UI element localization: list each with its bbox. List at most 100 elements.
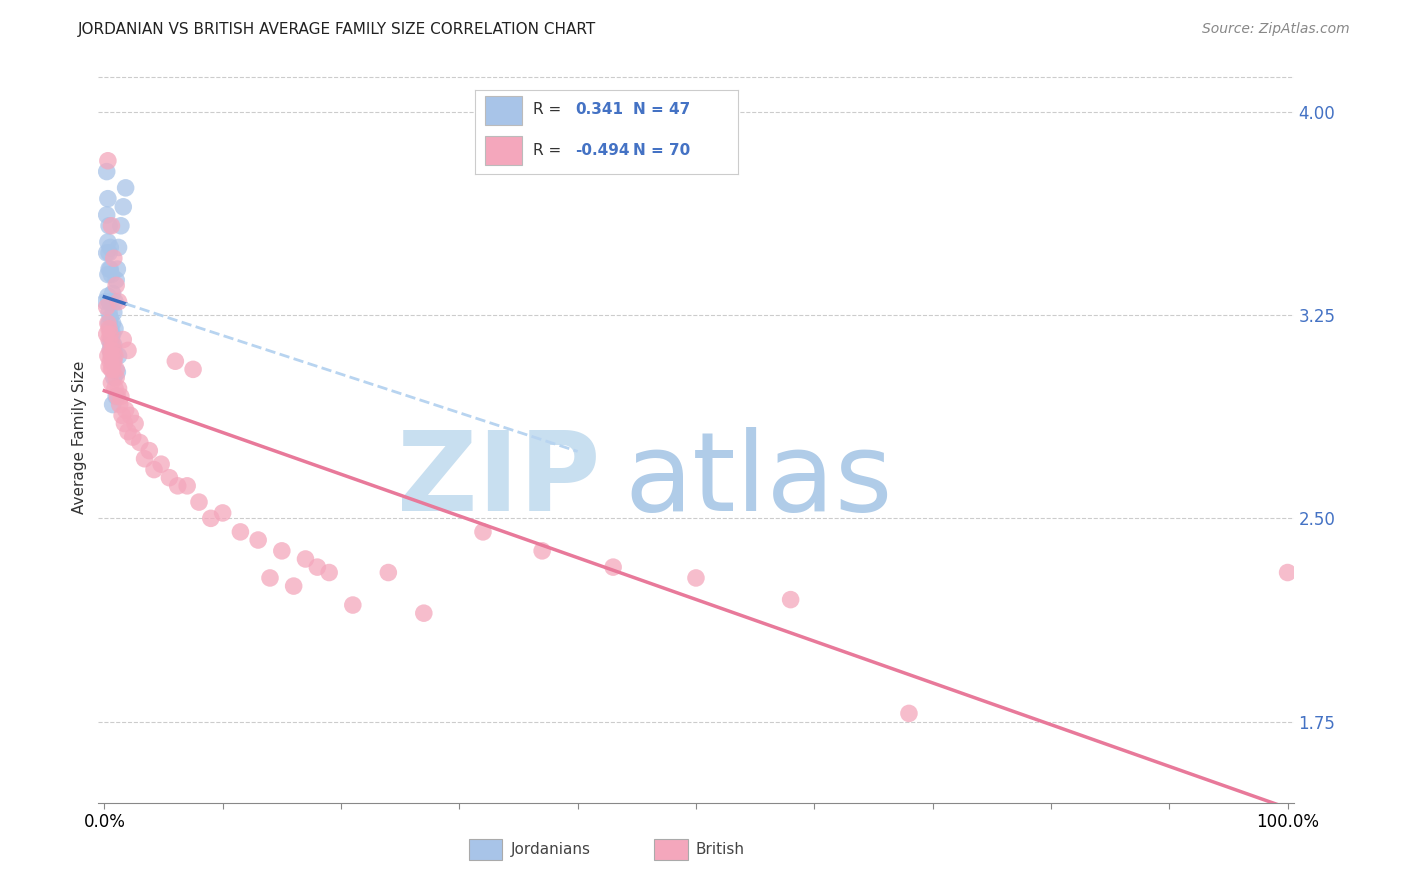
Point	[1277, 566, 1299, 580]
Point	[685, 571, 707, 585]
Point	[100, 338, 122, 352]
Point	[107, 294, 129, 309]
Point	[105, 273, 128, 287]
Point	[211, 506, 233, 520]
Point	[120, 409, 142, 423]
Point	[342, 598, 364, 612]
Point	[96, 208, 118, 222]
Point	[247, 533, 270, 547]
Point	[472, 524, 495, 539]
Point	[97, 268, 120, 282]
Point	[101, 354, 124, 368]
Point	[97, 192, 120, 206]
Point	[111, 409, 134, 423]
Point	[101, 338, 124, 352]
Point	[112, 333, 135, 347]
Text: ZIP: ZIP	[396, 427, 600, 534]
Point	[117, 425, 139, 439]
Point	[98, 322, 121, 336]
Point	[897, 706, 920, 721]
Point	[94, 294, 117, 309]
Point	[138, 443, 160, 458]
Point	[97, 289, 120, 303]
Point	[200, 511, 222, 525]
Text: Jordanians: Jordanians	[510, 842, 591, 857]
Point	[98, 322, 121, 336]
Point	[531, 544, 554, 558]
Point	[779, 592, 801, 607]
Point	[283, 579, 305, 593]
Point	[134, 451, 156, 466]
Point	[165, 354, 187, 368]
Point	[105, 362, 128, 376]
Point	[105, 365, 128, 379]
Point	[98, 305, 121, 319]
Point	[96, 164, 118, 178]
Point	[229, 524, 252, 539]
Point	[124, 417, 146, 431]
Point	[121, 430, 143, 444]
Point	[96, 327, 118, 342]
Point	[96, 300, 118, 314]
Point	[150, 457, 173, 471]
Point	[98, 316, 121, 330]
Point	[107, 240, 129, 254]
Point	[294, 552, 316, 566]
Point	[104, 322, 127, 336]
Point	[100, 327, 122, 342]
Point	[108, 398, 131, 412]
Point	[100, 333, 122, 347]
Point	[318, 566, 340, 580]
Point	[412, 606, 434, 620]
Point	[98, 262, 121, 277]
Point	[98, 333, 121, 347]
Point	[98, 354, 121, 368]
Point	[100, 376, 122, 390]
Point	[105, 389, 128, 403]
Point	[157, 471, 180, 485]
Point	[101, 316, 124, 330]
Point	[105, 278, 128, 293]
Point	[96, 245, 118, 260]
Point	[104, 381, 127, 395]
FancyBboxPatch shape	[470, 839, 502, 860]
Point	[103, 343, 125, 358]
Point	[100, 268, 122, 282]
Point	[107, 349, 129, 363]
Point	[377, 566, 399, 580]
Point	[112, 200, 135, 214]
Point	[176, 479, 198, 493]
Point	[602, 560, 624, 574]
Point	[166, 479, 188, 493]
Point	[114, 181, 136, 195]
Point	[100, 219, 122, 233]
Text: atlas: atlas	[624, 427, 893, 534]
Point	[143, 462, 166, 476]
Point	[98, 294, 121, 309]
Point	[98, 343, 121, 358]
Point	[114, 417, 136, 431]
Point	[97, 316, 120, 330]
Point	[98, 359, 121, 374]
Text: Source: ZipAtlas.com: Source: ZipAtlas.com	[1202, 22, 1350, 37]
Point	[188, 495, 211, 509]
Point	[107, 381, 129, 395]
Point	[103, 370, 125, 384]
Point	[100, 362, 122, 376]
Point	[101, 327, 124, 342]
Point	[103, 252, 125, 266]
Point	[98, 245, 121, 260]
Point	[101, 286, 124, 301]
Point	[97, 153, 120, 168]
Point	[103, 305, 125, 319]
Text: British: British	[696, 842, 745, 857]
Point	[98, 343, 121, 358]
Y-axis label: Average Family Size: Average Family Size	[72, 360, 87, 514]
Point	[101, 398, 124, 412]
Point	[104, 294, 127, 309]
Point	[105, 389, 128, 403]
Point	[98, 327, 121, 342]
Point	[105, 262, 128, 277]
Point	[103, 338, 125, 352]
Point	[128, 435, 150, 450]
